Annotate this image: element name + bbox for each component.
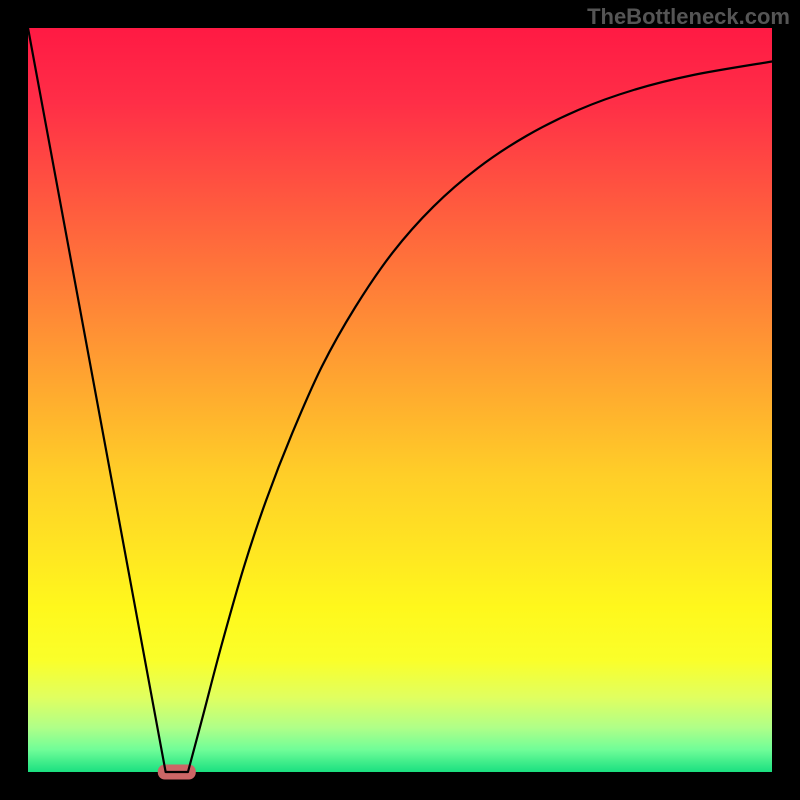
watermark-text: TheBottleneck.com xyxy=(587,4,790,30)
plot-gradient-area xyxy=(28,28,772,772)
bottleneck-chart: TheBottleneck.com xyxy=(0,0,800,800)
chart-svg xyxy=(0,0,800,800)
